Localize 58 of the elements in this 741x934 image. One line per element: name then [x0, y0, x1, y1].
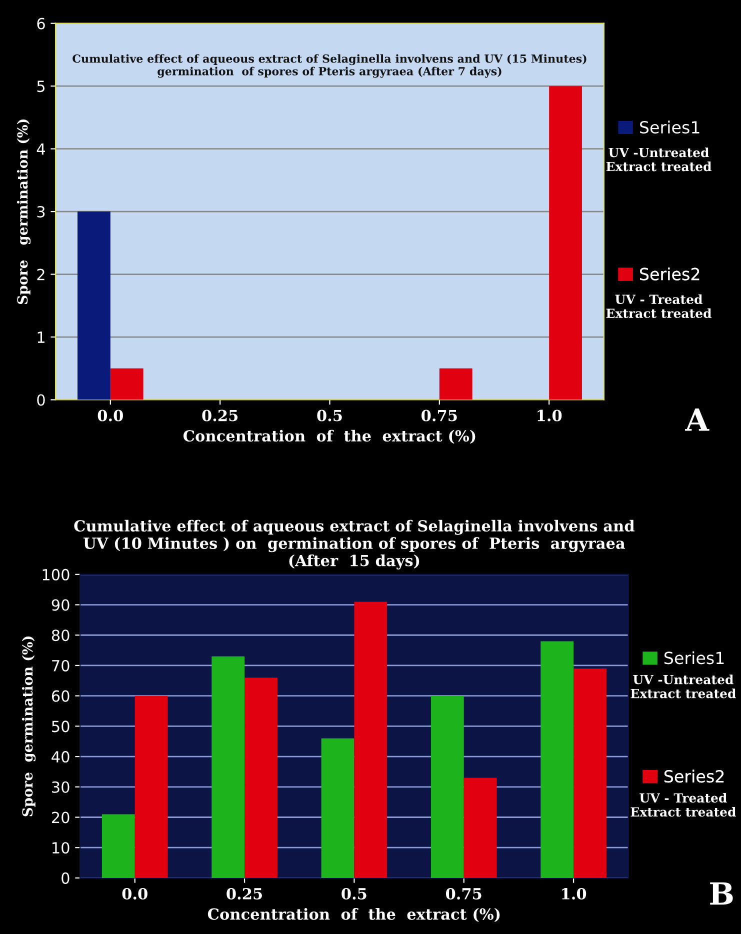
y-tick-label: 80 [52, 630, 70, 642]
y-tick-label: 20 [52, 812, 70, 824]
y-tick-label: 6 [37, 18, 45, 30]
bar [110, 368, 144, 400]
x-tick-label: 0.25 [226, 888, 262, 900]
y-tick-label: 3 [37, 206, 45, 218]
legend-label: Series2 [640, 267, 700, 280]
x-tick-label: 0.75 [422, 410, 457, 422]
legend-label: Series2 [664, 770, 724, 783]
x-tick-label: 0.0 [98, 410, 123, 422]
bar [134, 696, 168, 878]
y-tick-label: 70 [52, 660, 70, 672]
bar [321, 738, 354, 878]
y-axis-title: Spore germination (%) [16, 119, 31, 304]
y-tick-label: 1 [38, 332, 44, 343]
y-tick-label: 30 [52, 781, 70, 793]
x-axis-title: Concentration of the extract (%) [183, 430, 476, 444]
x-tick-label: 1.0 [562, 888, 586, 900]
y-axis-title: Spore germination (%) [22, 636, 36, 816]
x-tick-label: 0.75 [446, 888, 482, 900]
legend-label: Series1 [640, 120, 700, 134]
y-tick-label: 0 [62, 872, 70, 884]
text: B [710, 882, 733, 905]
chart-title: Cumulative effect of aqueous extract of Selaginella involvens and UV (10 Minutes ) on germination of spores of Pteris argyraea (After 15 days) [74, 520, 634, 570]
bar [549, 86, 582, 400]
text: UV -Untreated Extract treated [606, 148, 712, 172]
bar [212, 656, 245, 878]
text: UV -Untreated Extract treated [630, 674, 736, 698]
bar [354, 602, 388, 878]
y-tick-label: 60 [52, 690, 70, 702]
bar [78, 212, 110, 400]
bar [540, 641, 574, 878]
x-tick-label: 0.5 [317, 410, 342, 422]
y-tick-label: 2 [37, 268, 44, 280]
x-tick-label: 0.25 [202, 410, 238, 422]
y-tick-label: 40 [52, 751, 70, 763]
text: UV - Treated Extract treated [630, 792, 736, 817]
text: UV - Treated Extract treated [606, 294, 712, 318]
bar [102, 814, 135, 878]
bar [464, 778, 497, 878]
x-tick-label: 0.5 [342, 888, 366, 900]
text: Cumulative effect of aqueous extract of Selaginella involvens and UV (15 Minutes) germination of spores of Pteris argyraea (After 7 days) [72, 54, 586, 78]
y-tick-label: 4 [36, 143, 45, 155]
y-tick-label: 0 [37, 394, 45, 406]
y-tick-label: 100 [42, 568, 70, 580]
bar [439, 368, 472, 400]
bar [430, 696, 464, 878]
bar [244, 678, 278, 878]
x-tick-label: 1.0 [538, 410, 562, 422]
y-tick-label: 90 [52, 599, 70, 611]
legend-label: Series1 [664, 651, 724, 664]
y-tick-label: 5 [37, 80, 45, 92]
x-axis-title: Concentration of the extract (%) [208, 908, 500, 922]
x-tick-label: 0.0 [122, 888, 148, 900]
text: A [685, 408, 710, 431]
bar [574, 668, 606, 878]
y-tick-label: 10 [52, 842, 70, 854]
y-tick-label: 50 [52, 720, 70, 732]
